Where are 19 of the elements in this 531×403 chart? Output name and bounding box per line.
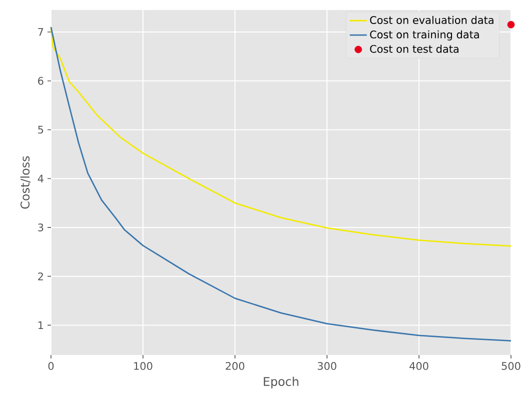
x-tick-label: 300: [318, 362, 336, 370]
legend-label: Cost on test data: [370, 44, 458, 53]
legend-label: Cost on training data: [370, 30, 479, 40]
y-tick-label: 5: [38, 126, 44, 134]
x-tick-label: 500: [502, 362, 520, 370]
y-tick-label: 4: [38, 174, 44, 182]
x-tick-label: 0: [48, 362, 54, 370]
x-tick-label: 100: [134, 362, 152, 370]
y-tick-label: 3: [38, 224, 44, 232]
y-tick-label: 1: [38, 321, 44, 330]
y-tick-label: 6: [38, 76, 44, 85]
legend-label: Cost on evaluation data: [370, 16, 494, 24]
x-axis-title: Epoch: [264, 376, 298, 388]
x-tick-label: 400: [410, 362, 428, 370]
y-tick-label: 2: [38, 272, 43, 280]
y-tick-label: 7: [38, 28, 44, 36]
y-axis-title: Cost/loss: [20, 156, 30, 209]
line-series: [50, 26, 512, 342]
x-tick-label: 200: [226, 362, 244, 370]
